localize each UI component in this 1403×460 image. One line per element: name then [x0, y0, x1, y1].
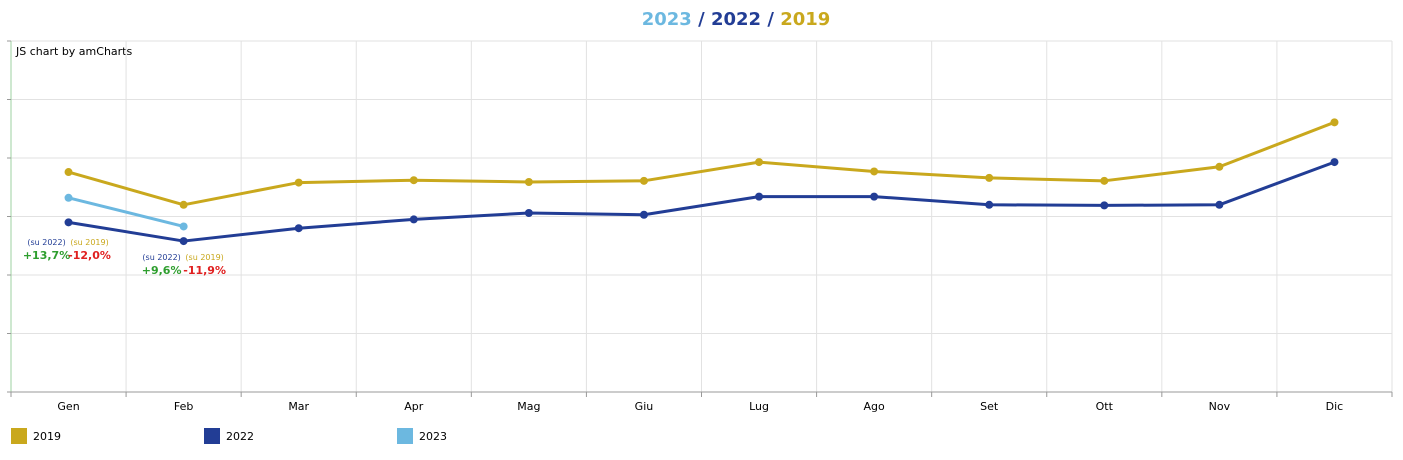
- x-tick-label: Gen: [57, 400, 79, 413]
- legend-item-2022[interactable]: 2022: [204, 427, 254, 445]
- data-point-2019: [639, 176, 648, 185]
- data-point-2023: [64, 193, 73, 202]
- x-tick-label: Dic: [1326, 400, 1344, 413]
- legend-label-2022: 2022: [226, 429, 254, 443]
- data-point-2022: [179, 237, 188, 246]
- data-point-2022: [409, 215, 418, 224]
- annotation-label-vs-2022: (su 2022): [142, 253, 180, 262]
- annotation-value-vs-2022: +9,6%: [142, 264, 182, 277]
- data-point-2022: [524, 208, 533, 217]
- x-tick-label: Mag: [517, 400, 540, 413]
- data-point-2022: [1100, 201, 1109, 210]
- series-line-2023: [68, 196, 184, 228]
- legend-swatch-2022: [204, 428, 220, 444]
- x-tick-label: Apr: [404, 400, 424, 413]
- data-point-2019: [524, 177, 533, 186]
- data-point-2019: [179, 200, 188, 209]
- data-point-2019: [755, 158, 764, 167]
- annotation-value-vs-2019: -11,9%: [183, 264, 226, 277]
- data-point-2019: [985, 173, 994, 182]
- data-point-2022: [1215, 200, 1224, 209]
- chart-credit[interactable]: JS chart by amCharts: [16, 45, 133, 58]
- legend-item-2023[interactable]: 2023: [397, 427, 447, 445]
- x-tick-label: Lug: [749, 400, 769, 413]
- data-point-2022: [985, 200, 994, 209]
- annotation-label-vs-2019: (su 2019): [70, 238, 108, 247]
- data-point-2019: [294, 178, 303, 187]
- data-point-2022: [639, 210, 648, 219]
- legend-swatch-2023: [397, 428, 413, 444]
- x-tick-label: Ott: [1096, 400, 1114, 413]
- series-line-2019: [68, 120, 1335, 207]
- title-separator: /: [698, 9, 705, 30]
- legend-label-2023: 2023: [419, 429, 447, 443]
- annotation-label-vs-2019: (su 2019): [185, 253, 223, 262]
- title-year-2019: 2019: [780, 9, 831, 30]
- x-tick-label: Ago: [864, 400, 886, 413]
- data-point-2022: [1330, 158, 1339, 167]
- annotation-value-vs-2019: -12,0%: [68, 249, 111, 262]
- title-year-2022: 2022: [710, 9, 762, 30]
- legend-label-2019: 2019: [33, 429, 61, 443]
- title-separator: /: [767, 9, 774, 30]
- legend-item-2019[interactable]: 2019: [11, 427, 61, 445]
- x-tick-label: Set: [980, 400, 999, 413]
- annotation-value-vs-2022: +13,7%: [23, 249, 70, 262]
- x-tick-label: Giu: [635, 400, 654, 413]
- data-point-2022: [755, 192, 764, 201]
- chart-title: 2023 / 2022 / 2019: [0, 9, 1403, 30]
- x-tick-label: Nov: [1209, 400, 1231, 413]
- x-tick-label: Feb: [174, 400, 193, 413]
- data-point-2019: [1100, 176, 1109, 185]
- data-point-2022: [64, 218, 73, 227]
- data-point-2019: [1330, 118, 1339, 127]
- data-point-2019: [64, 168, 73, 177]
- title-year-2023: 2023: [641, 9, 692, 30]
- x-tick-label: Mar: [288, 400, 309, 413]
- data-point-2022: [870, 192, 879, 201]
- legend-swatch-2019: [11, 428, 27, 444]
- series-line-2022: [68, 160, 1335, 243]
- annotation-label-vs-2022: (su 2022): [27, 238, 65, 247]
- data-point-2023: [179, 222, 188, 231]
- data-point-2019: [409, 176, 418, 185]
- data-point-2022: [294, 224, 303, 233]
- data-point-2019: [1215, 162, 1224, 171]
- data-point-2019: [870, 167, 879, 176]
